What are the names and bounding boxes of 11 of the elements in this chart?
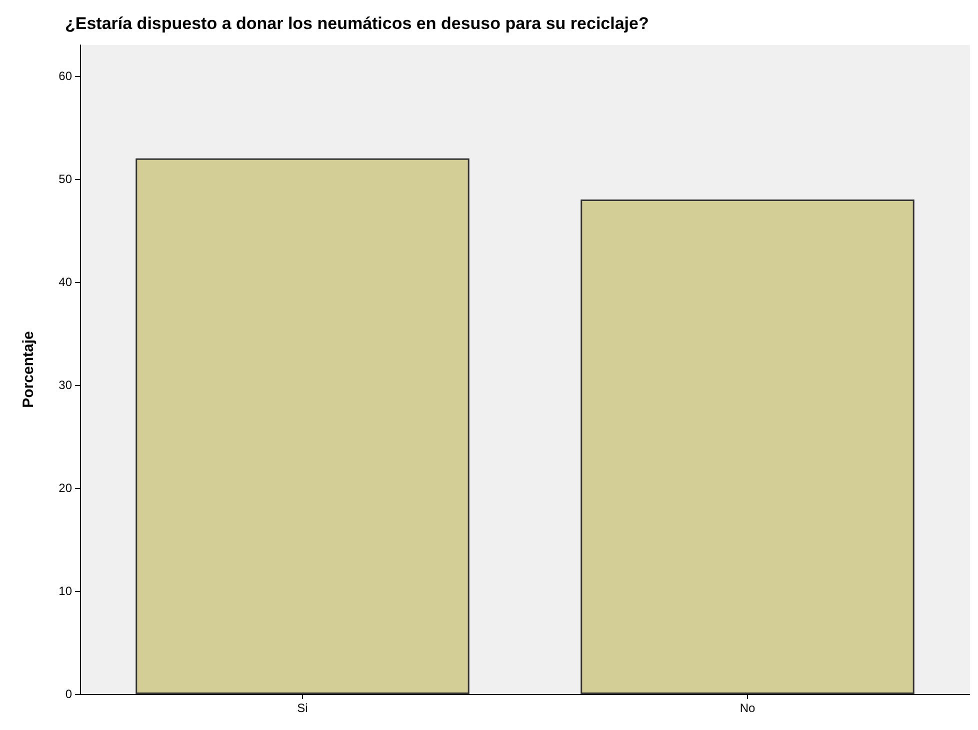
y-tick-label: 0	[65, 687, 72, 701]
y-tick-label: 30	[58, 378, 72, 392]
y-tick-label: 50	[58, 172, 72, 186]
y-tick-label: 20	[58, 480, 72, 495]
y-tick-label: 10	[58, 584, 72, 598]
y-tick-label: 40	[58, 274, 72, 289]
x-tick-label: No	[740, 701, 756, 715]
y-axis-title: Porcentaje	[20, 331, 37, 408]
x-tick-label: Si	[297, 701, 308, 715]
chart-title: ¿Estaría dispuesto a donar los neumáticos en desuso para su reciclaje?	[65, 14, 649, 33]
y-tick-label: 60	[58, 68, 72, 83]
